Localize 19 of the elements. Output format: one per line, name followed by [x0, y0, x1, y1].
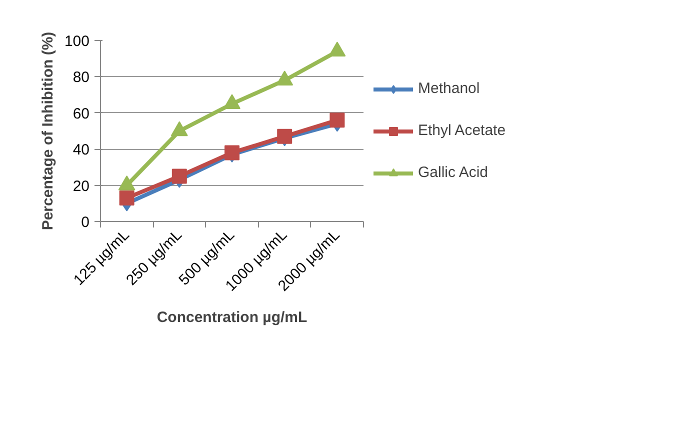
- point: [224, 94, 240, 109]
- y-tick-label: 80: [72, 69, 90, 86]
- y-tick-label: 40: [72, 142, 90, 159]
- point: [277, 128, 292, 144]
- legend-label: Gallic Acid: [418, 164, 488, 181]
- point: [224, 145, 240, 160]
- legend-label: Methanol: [418, 80, 480, 97]
- y-tick-label: 60: [72, 105, 90, 122]
- y-axis-title: Percentage of Inhibition (%): [39, 32, 56, 230]
- point: [330, 112, 345, 128]
- point: [276, 70, 294, 86]
- x-axis-title: Concentration µg/mL: [156, 308, 308, 326]
- legend-label: Ethyl Acetate: [418, 122, 506, 139]
- y-tick-label: 100: [64, 33, 90, 50]
- y-tick-label: 20: [72, 178, 90, 195]
- point: [170, 121, 188, 136]
- point: [328, 42, 346, 56]
- point: [119, 190, 134, 206]
- y-tick-label: 0: [81, 214, 90, 231]
